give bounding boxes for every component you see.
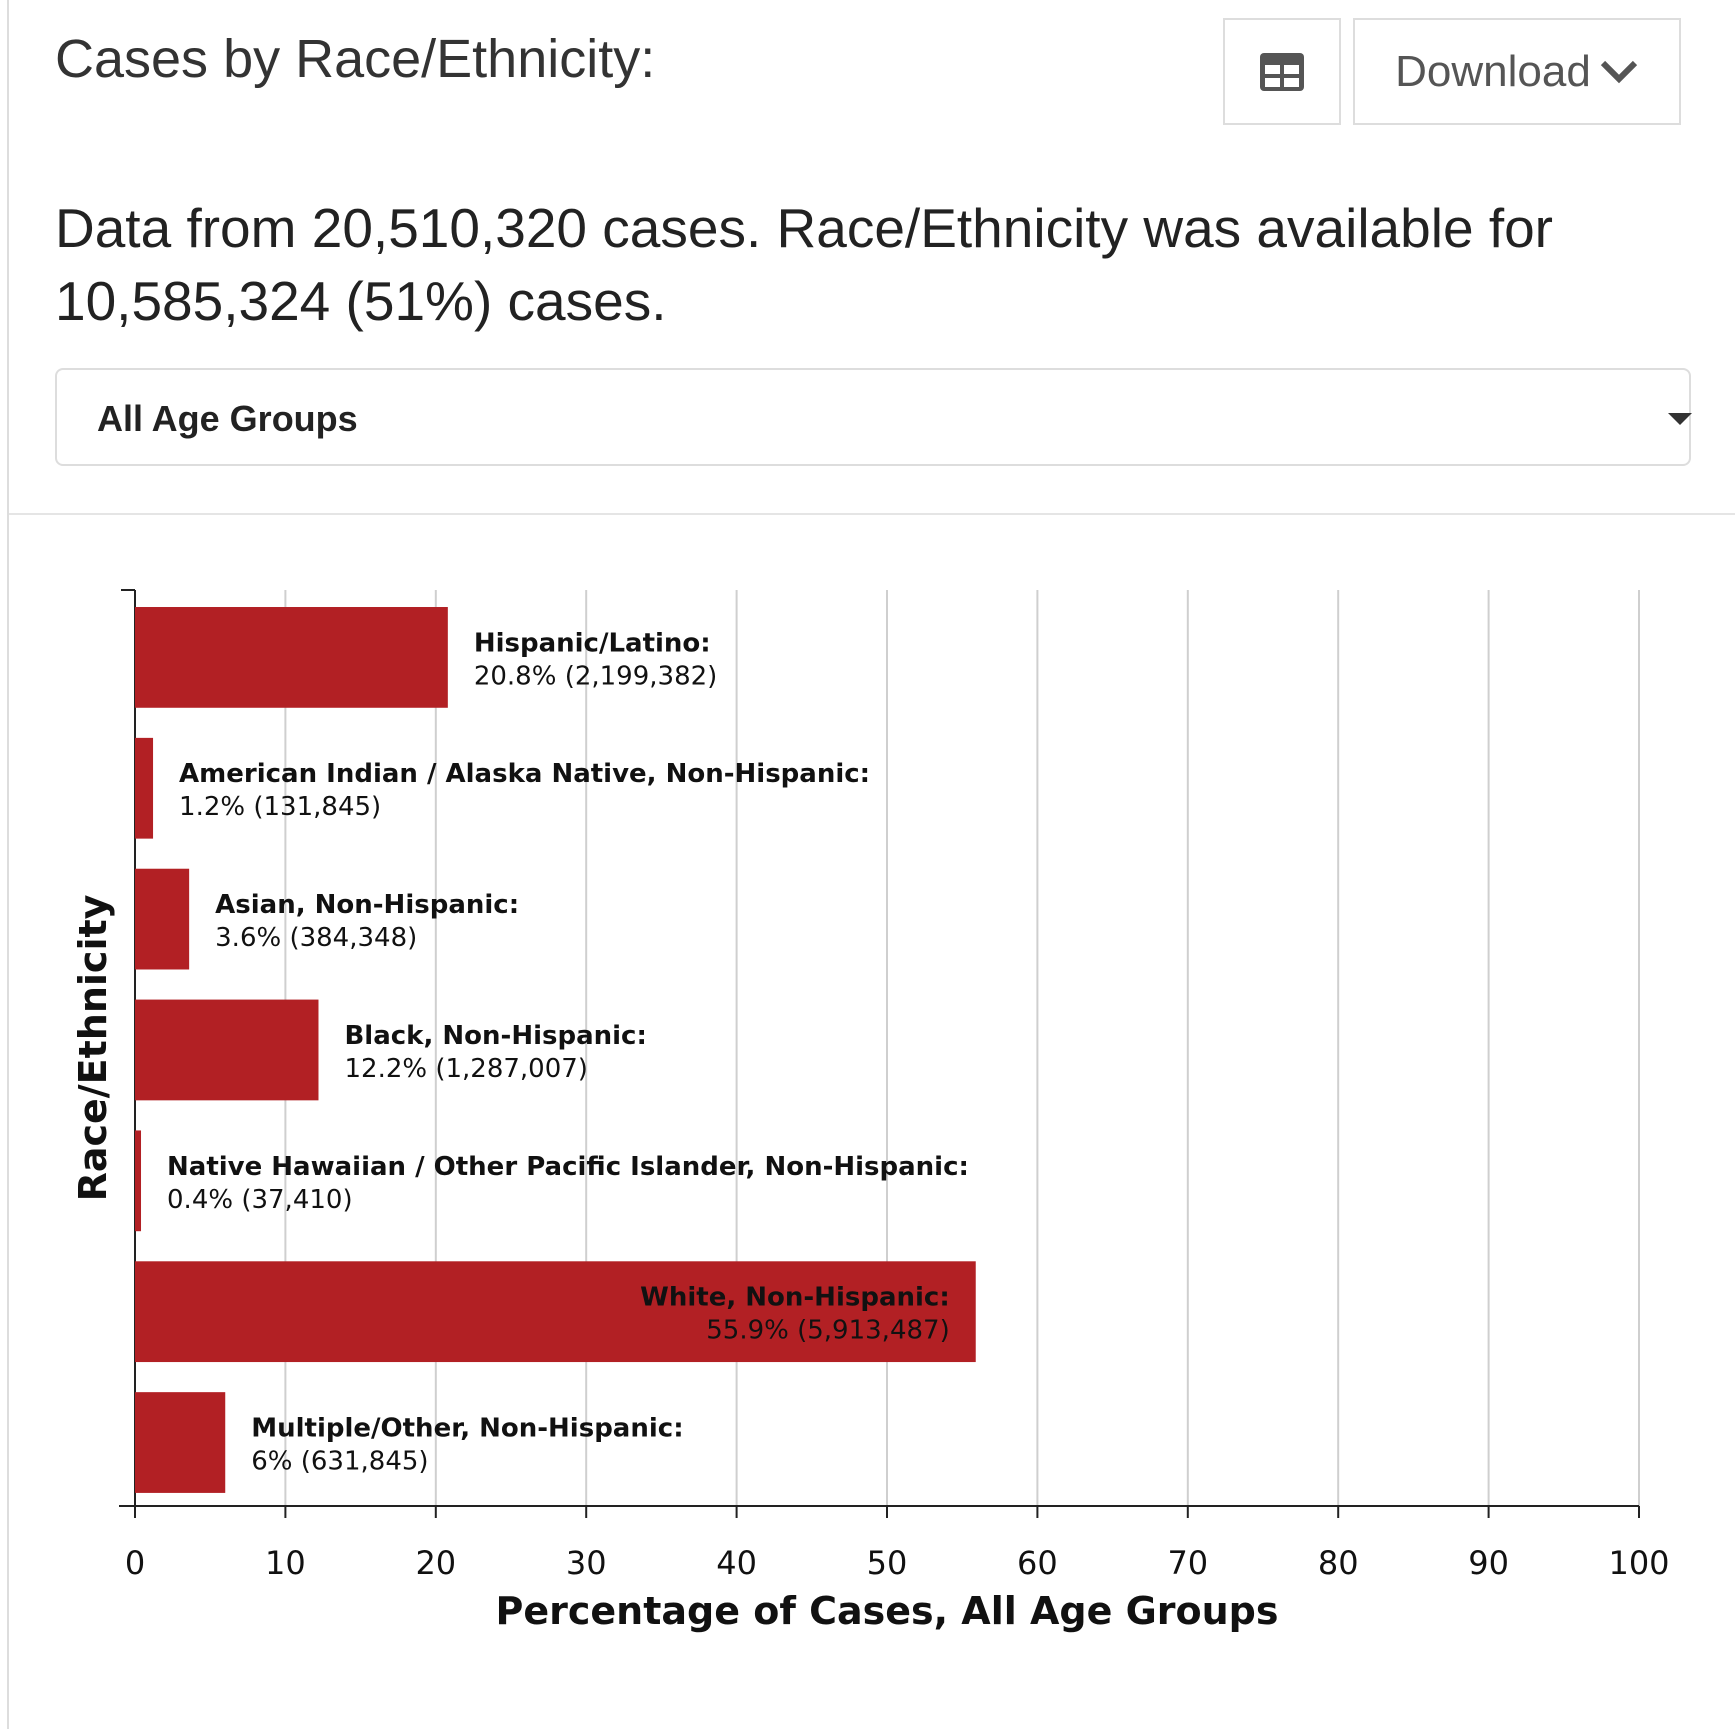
age-dropdown[interactable]: All Age Groups (55, 368, 1692, 466)
y-axis-label: Race/Ethnicity (71, 894, 115, 1201)
bar (135, 868, 190, 970)
category-label: Multiple/Other, Non-Hispanic: (251, 1414, 683, 1444)
x-tick-label: 80 (1318, 1544, 1359, 1582)
value-label: 6% (631,845) (251, 1447, 428, 1477)
category-label: Asian, Non-Hispanic: (215, 890, 519, 920)
value-label: 20.8% (2,199,382) (474, 661, 717, 691)
x-tick-label: 10 (265, 1544, 306, 1582)
x-tick-label: 20 (415, 1544, 456, 1582)
x-tick-label: 70 (1167, 1544, 1208, 1582)
value-label: 0.4% (37,410) (167, 1185, 353, 1215)
category-label: Hispanic/Latino: (474, 628, 711, 658)
bar (135, 1392, 226, 1493)
x-axis-label: Percentage of Cases, All Age Groups (495, 1589, 1278, 1633)
x-tick-label: 60 (1017, 1544, 1058, 1582)
x-tick-label: 30 (566, 1544, 607, 1582)
value-label: 12.2% (1,287,007) (344, 1054, 587, 1084)
x-tick-label: 90 (1468, 1544, 1509, 1582)
dropdown-label: All Age Groups (97, 398, 358, 439)
bar (135, 999, 319, 1101)
table-button[interactable] (1223, 18, 1341, 125)
bar (135, 1261, 976, 1363)
value-label: 1.2% (131,845) (179, 792, 381, 822)
subtitle: Data from 20,510,320 cases. Race/Ethnici… (55, 197, 1553, 332)
chevron (1600, 60, 1637, 83)
value-label: 3.6% (384,348) (215, 923, 417, 953)
value-label: 55.9% (5,913,487) (706, 1316, 949, 1346)
category-label: American Indian / Alaska Native, Non-His… (179, 759, 870, 789)
title: Cases by Race/Ethnicity: (55, 29, 656, 89)
x-tick-label: 0 (125, 1544, 145, 1582)
x-tick-label: 100 (1608, 1544, 1669, 1582)
download-label: Download (1395, 46, 1591, 96)
category-label: Native Hawaiian / Other Pacific Islander… (167, 1152, 969, 1182)
dropdown-arrow (1668, 413, 1692, 425)
x-tick-label: 40 (716, 1544, 757, 1582)
category-label: White, Non-Hispanic: (640, 1283, 950, 1313)
separator (9, 513, 1735, 515)
category-label: Black, Non-Hispanic: (344, 1021, 646, 1051)
download-button[interactable]: Download (1353, 18, 1681, 125)
x-tick-label: 50 (867, 1544, 908, 1582)
bar (135, 737, 154, 839)
bar (135, 1130, 142, 1232)
table-icon (1260, 52, 1304, 91)
card (7, 0, 1735, 1729)
bar (135, 607, 448, 708)
